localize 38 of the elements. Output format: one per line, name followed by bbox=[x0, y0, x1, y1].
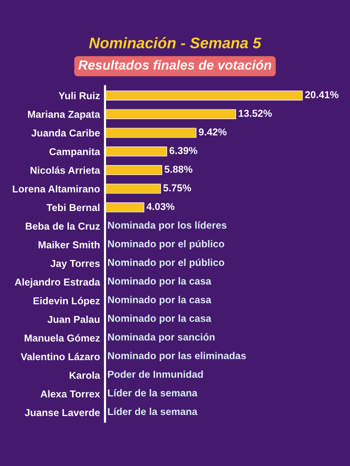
data-label: 5.88% bbox=[164, 166, 192, 173]
data-label: 20.41% bbox=[305, 91, 338, 98]
y-tick-label: Karola bbox=[70, 372, 100, 379]
data-label: 5.75% bbox=[163, 184, 192, 192]
y-tick-label: Jay Torres bbox=[50, 260, 100, 269]
text: Nominado por la casa bbox=[108, 296, 212, 306]
y-tick-label: Yuli Ruiz bbox=[58, 92, 100, 100]
text: Poder de Inmunidad bbox=[108, 370, 203, 378]
y-tick-label: Campanita bbox=[49, 148, 100, 158]
text: Líder de la semana bbox=[108, 408, 198, 416]
y-tick-label: Lorena Altamirano bbox=[12, 185, 100, 192]
y-tick-label: Alexa Torrex bbox=[40, 390, 100, 398]
chart-subtitle: Resultados finales de votación bbox=[78, 60, 272, 70]
y-tick-label: Nicolás Arrieta bbox=[30, 166, 100, 174]
text: Nominada por los líderes bbox=[108, 221, 226, 231]
data-label: 4.03% bbox=[146, 202, 174, 210]
data-label: 6.39% bbox=[170, 147, 198, 154]
text: Líder de la semana bbox=[108, 389, 198, 396]
y-tick-label: Tebi Bernal bbox=[46, 204, 100, 212]
y-tick-label: Valentino Lázaro bbox=[20, 352, 100, 360]
y-tick-label: Alejandro Estrada bbox=[14, 278, 100, 288]
text: Nominada por sanción bbox=[108, 333, 215, 343]
data-label: 9.42% bbox=[198, 128, 227, 136]
text: Nominado por el público bbox=[108, 258, 224, 268]
text: Nominado por la casa bbox=[108, 277, 212, 287]
data-label: 13.52% bbox=[238, 110, 272, 117]
text: Nominado por la casa bbox=[108, 314, 212, 324]
text: Nominado por el público bbox=[108, 240, 224, 250]
y-tick-label: Juanda Caribe bbox=[31, 129, 100, 137]
chart-title: Nominación - Semana 5 bbox=[89, 37, 262, 48]
y-tick-label: Mariana Zapata bbox=[28, 110, 100, 120]
y-tick-label: Maiker Smith bbox=[38, 241, 100, 248]
y-tick-label: Juan Palau bbox=[47, 316, 100, 323]
y-tick-label: Beba de la Cruz bbox=[26, 222, 100, 230]
y-tick-label: Juanse Laverde bbox=[24, 408, 100, 416]
y-tick-label: Manuela Gómez bbox=[24, 334, 100, 342]
text: Nominado por las eliminadas bbox=[108, 352, 246, 362]
y-tick-label: Eidevin López bbox=[34, 296, 100, 306]
